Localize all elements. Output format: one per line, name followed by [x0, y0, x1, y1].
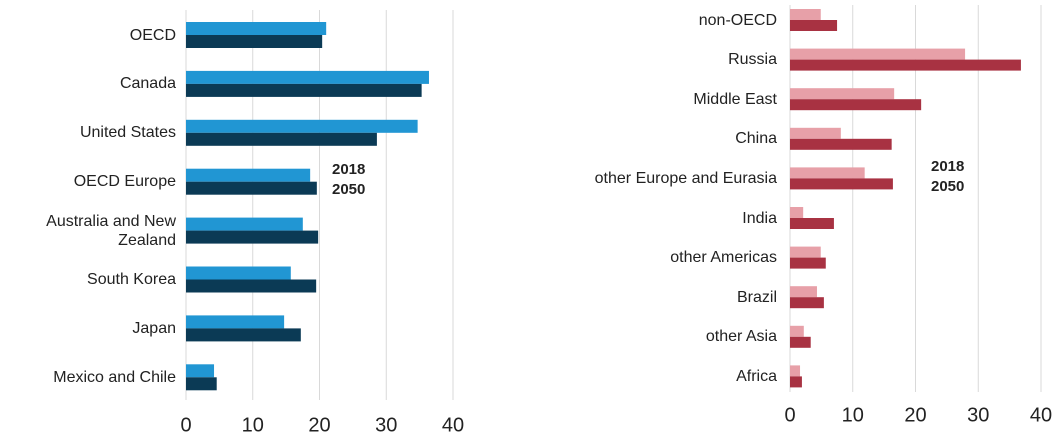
- y-tick-label: Japan: [132, 319, 176, 337]
- x-tick-label: 0: [180, 414, 191, 436]
- bar: [186, 35, 323, 48]
- legend-label: 2050: [931, 178, 964, 195]
- x-tick-label: 30: [375, 414, 397, 436]
- category-label-box: India: [742, 209, 777, 227]
- category-label-box: Middle East: [693, 90, 777, 108]
- bar: [186, 83, 422, 97]
- x-tick-label: 10: [242, 414, 264, 436]
- category-label-box: Russia: [728, 51, 777, 69]
- bar: [186, 119, 418, 133]
- x-tick-label: 0: [784, 404, 795, 426]
- bar: [186, 377, 217, 391]
- y-tick-label: OECD: [129, 26, 176, 44]
- bar: [790, 138, 892, 150]
- category-label-box: Africa: [736, 367, 777, 385]
- bar: [790, 376, 802, 388]
- category-label-box: United States: [79, 124, 176, 142]
- bar: [186, 266, 291, 280]
- bar: [790, 286, 817, 298]
- x-tick-label: 20: [308, 414, 330, 436]
- y-tick-label: India: [742, 209, 777, 227]
- y-tick-label: other Americas: [670, 249, 777, 267]
- bar: [790, 127, 841, 139]
- y-tick-label: OECD Europe: [73, 173, 176, 191]
- bar: [790, 20, 838, 31]
- y-tick-label: Russia: [728, 51, 777, 69]
- bar: [186, 364, 215, 378]
- category-label-box: Australia and New Zealand: [46, 212, 176, 249]
- legend-label: 2018: [931, 158, 964, 175]
- bar: [186, 181, 317, 195]
- bar: [186, 230, 319, 244]
- category-label-box: OECD: [129, 26, 176, 44]
- y-tick-label: Africa: [736, 367, 777, 385]
- bar: [186, 328, 301, 342]
- x-tick-label: 30: [967, 404, 989, 426]
- bar: [790, 99, 922, 111]
- bar: [790, 325, 804, 337]
- bar: [790, 48, 966, 60]
- legend-label: 2018: [332, 161, 365, 178]
- bar: [790, 167, 865, 179]
- bar: [790, 257, 826, 269]
- bar: [186, 315, 285, 329]
- bar: [186, 132, 377, 146]
- category-label-box: South Korea: [87, 271, 176, 288]
- category-label-box: Mexico and Chile: [53, 368, 176, 386]
- category-label-box: Brazil: [736, 288, 777, 306]
- y-tick-label: China: [735, 130, 777, 148]
- category-label-box: non-OECD: [698, 11, 777, 29]
- y-tick-label: other Asia: [705, 328, 777, 346]
- y-tick-label: Canada: [119, 75, 176, 93]
- bar: [186, 70, 429, 84]
- bar: [790, 246, 821, 258]
- category-label-box: other Europe and Eurasia: [594, 169, 777, 187]
- x-tick-label: 10: [842, 404, 864, 426]
- bar: [790, 59, 1021, 71]
- y-tick-label: Mexico and Chile: [53, 368, 176, 386]
- bar: [790, 218, 834, 229]
- category-label-box: China: [735, 130, 777, 148]
- bar: [790, 178, 893, 190]
- y-tick-label: Australia and New Zealand: [46, 212, 176, 249]
- category-label-box: other Americas: [670, 249, 777, 267]
- legend-label: 2050: [332, 181, 365, 198]
- bar: [186, 279, 317, 293]
- bar: [790, 207, 804, 218]
- bar: [790, 297, 824, 309]
- x-tick-label: 40: [1030, 404, 1052, 426]
- x-tick-label: 40: [442, 414, 464, 436]
- y-tick-label: other Europe and Eurasia: [594, 169, 777, 187]
- category-label-box: Japan: [132, 319, 176, 337]
- y-tick-label: South Korea: [87, 271, 176, 288]
- bar: [790, 365, 801, 377]
- bar: [186, 22, 327, 35]
- bar: [186, 168, 311, 182]
- category-label-box: Canada: [119, 75, 176, 93]
- bar: [790, 9, 821, 20]
- bar: [790, 88, 895, 100]
- bar: [186, 217, 303, 231]
- category-label-box: OECD Europe: [73, 173, 176, 191]
- bar: [790, 336, 811, 348]
- x-tick-label: 20: [904, 404, 926, 426]
- y-tick-label: Brazil: [736, 288, 777, 306]
- category-label-box: other Asia: [705, 328, 777, 346]
- y-tick-label: United States: [79, 124, 176, 142]
- y-tick-label: Middle East: [693, 90, 777, 108]
- y-tick-label: non-OECD: [698, 11, 777, 29]
